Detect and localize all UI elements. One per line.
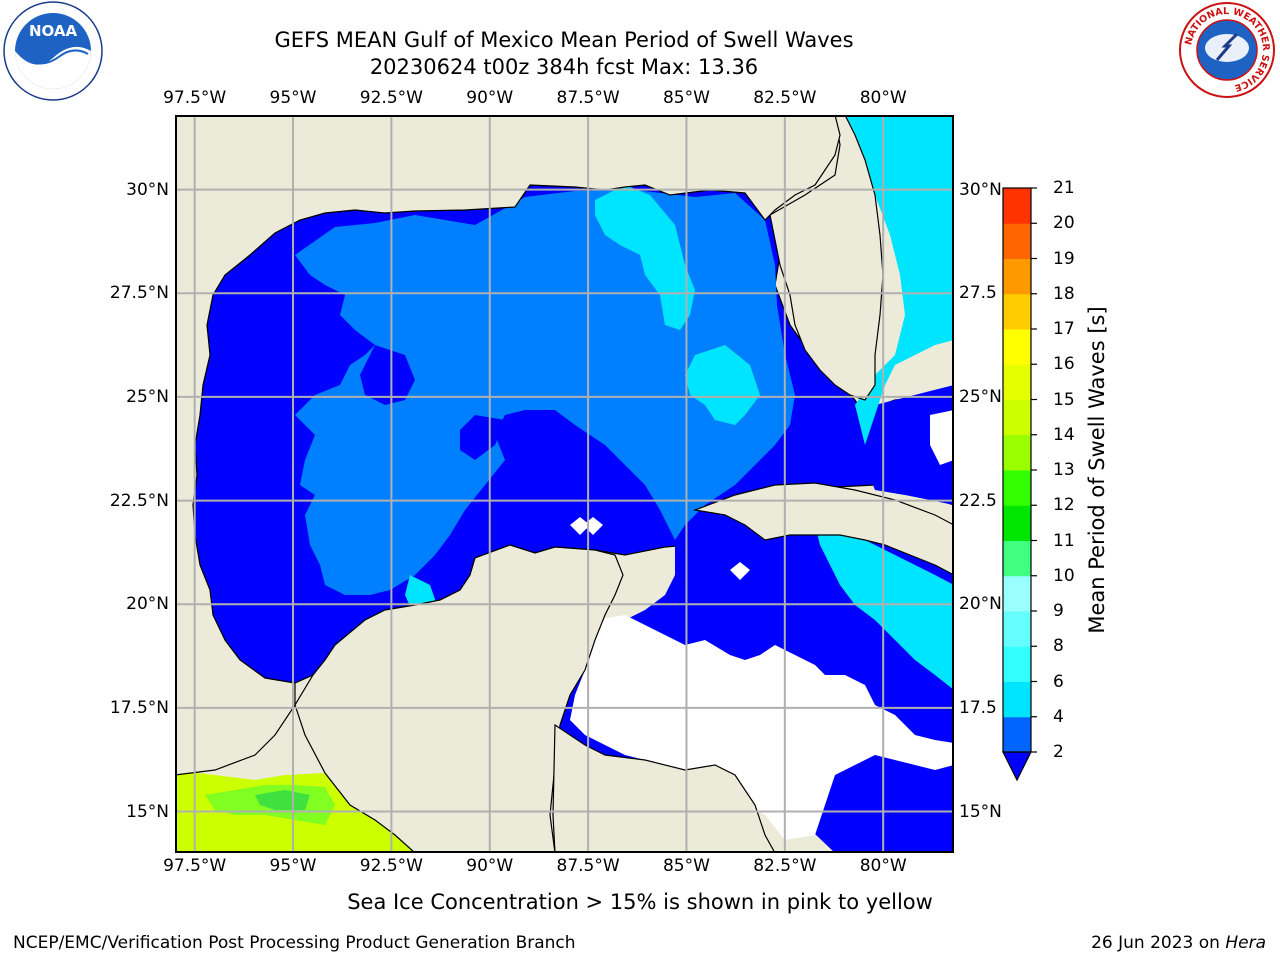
latitude-tick-label: 15°N [959, 801, 1002, 822]
swell-4-6s-region-central [685, 345, 760, 425]
colorbar-tick-label: 12 [1053, 495, 1075, 516]
colorbar-segment [1003, 434, 1031, 471]
cuba-land [692, 482, 954, 576]
longitude-tick-label: 87.5°W [556, 88, 620, 108]
map-title: GEFS MEAN Gulf of Mexico Mean Period of … [274, 28, 854, 52]
longitude-tick-label: 92.5°W [359, 88, 423, 108]
longitude-tick-label: 90°W [466, 856, 514, 876]
latitude-tick-label: 30°N [126, 179, 169, 200]
colorbar-segment [1003, 540, 1031, 577]
nws-logo: NATIONAL WEATHER SERVICE [1179, 2, 1275, 98]
latitude-tick-label: 25°N [959, 386, 1002, 407]
longitude-tick-label: 85°W [662, 88, 710, 108]
colorbar-segment [1003, 470, 1031, 506]
sea-ice-note: Sea Ice Concentration > 15% is shown in … [347, 890, 933, 914]
no-data-patch-cuba-north [570, 517, 590, 535]
longitude-tick-label: 82.5°W [753, 88, 817, 108]
swell-under-2s-patch-central [460, 415, 505, 460]
colorbar [1002, 187, 1037, 782]
colorbar-segment [1003, 223, 1031, 259]
latitude-tick-label: 20°N [959, 594, 1002, 615]
longitude-tick-label: 80°W [859, 88, 907, 108]
colorbar-segment [1003, 716, 1031, 753]
latitude-tick-label: 22.5°N [109, 490, 169, 511]
noaa-logo-text: NOAA [29, 22, 78, 40]
latitude-tick-label: 17.5 [959, 697, 997, 718]
colorbar-segment [1003, 575, 1031, 612]
colorbar-tick-label: 18 [1053, 283, 1075, 304]
latitude-tick-label: 22.5 [959, 490, 997, 511]
colorbar-segment [1003, 505, 1031, 541]
longitude-tick-label: 82.5°W [753, 856, 817, 876]
noaa-logo: NOAA [3, 1, 103, 101]
longitude-tick-label: 97.5°W [163, 856, 227, 876]
latitude-tick-label: 30°N [959, 179, 1002, 200]
longitude-tick-label: 92.5°W [359, 856, 423, 876]
colorbar-title: Mean Period of Swell Waves [s] [1085, 306, 1109, 634]
yucatan-land [294, 544, 624, 853]
longitude-tick-label: 97.5°W [163, 88, 227, 108]
gulf-of-mexico-map [175, 115, 954, 853]
colorbar-segment [1003, 611, 1031, 647]
colorbar-tick-label: 20 [1053, 213, 1075, 234]
footer-date: 26 Jun 2023 on Hera [1091, 933, 1266, 953]
footer-host: Hera [1225, 933, 1266, 953]
colorbar-tick-label: 2 [1053, 742, 1064, 762]
colorbar-tick-label: 9 [1053, 601, 1064, 621]
pacific-swell-patch-2 [255, 790, 310, 810]
map-subtitle-forecast: 20230624 t00z 384h fcst Max: 13.36 [369, 55, 759, 79]
us-gulf-coast-land [175, 115, 841, 776]
colorbar-segment [1003, 399, 1031, 436]
colorbar-tick-label: 17 [1053, 319, 1075, 339]
colorbar-tick-label: 14 [1053, 424, 1075, 445]
latitude-tick-label: 20°N [126, 594, 169, 615]
colorbar-tick-label: 21 [1053, 178, 1075, 198]
colorbar-tick-label: 19 [1053, 248, 1075, 269]
swell-4-6s-region-florida [835, 115, 954, 445]
swell-4-6s-region-caribbean [815, 525, 954, 690]
colorbar-under-arrow [1002, 751, 1032, 782]
colorbar-segment [1003, 293, 1031, 330]
swell-under-2s-patch-west [360, 345, 415, 405]
no-data-region-caribbean [570, 615, 954, 840]
latitude-tick-label: 17.5°N [109, 697, 169, 718]
colorbar-segment [1003, 646, 1031, 682]
longitude-tick-label: 87.5°W [556, 856, 620, 876]
central-america-land [552, 723, 776, 853]
longitude-tick-label: 80°W [859, 856, 907, 876]
longitude-tick-label: 95°W [269, 88, 317, 108]
footer-date-text: 26 Jun 2023 on [1091, 933, 1226, 953]
colorbar-segment [1003, 258, 1031, 295]
colorbar-segment [1003, 364, 1031, 400]
colorbar-segment [1003, 681, 1031, 718]
colorbar-tick-label: 13 [1053, 460, 1075, 480]
longitude-tick-label: 85°W [662, 856, 710, 876]
footer-credit: NCEP/EMC/Verification Post Processing Pr… [13, 933, 576, 953]
graticule [175, 115, 954, 853]
longitude-tick-label: 90°W [466, 88, 514, 108]
colorbar-tick-label: 8 [1053, 636, 1064, 657]
colorbar-tick-label: 10 [1053, 565, 1075, 586]
no-data-patch-east-florida [930, 410, 954, 465]
no-data-patch-yucatan-channel [730, 562, 750, 580]
colorbar-tick-label: 16 [1053, 354, 1075, 375]
latitude-tick-label: 25°N [126, 386, 169, 407]
colorbar-tick-label: 11 [1053, 530, 1075, 551]
map-panel [175, 115, 954, 853]
colorbar-tick-label: 6 [1053, 671, 1064, 692]
colorbar-segment [1003, 329, 1031, 365]
colorbar-tick-label: 4 [1053, 706, 1064, 727]
longitude-tick-label: 95°W [269, 856, 317, 876]
latitude-tick-label: 27.5 [959, 283, 997, 304]
colorbar-segment [1003, 188, 1031, 224]
latitude-tick-label: 27.5°N [109, 283, 169, 304]
colorbar-tick-label: 15 [1053, 389, 1075, 410]
latitude-tick-label: 15°N [126, 801, 169, 822]
map-border [175, 115, 954, 853]
